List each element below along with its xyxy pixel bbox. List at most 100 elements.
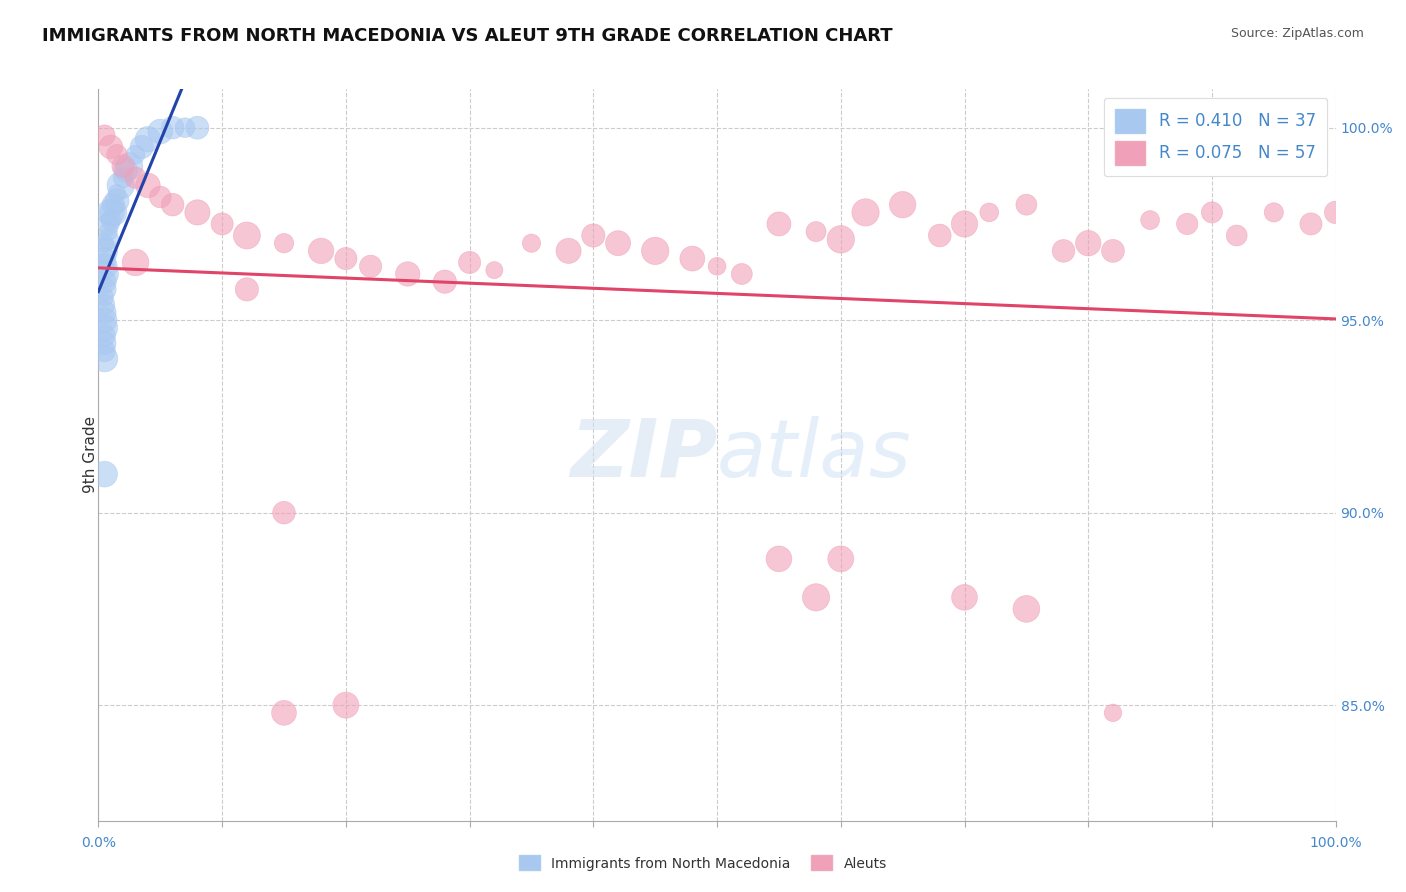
Point: [1201, 205, 1223, 219]
Point: [124, 147, 146, 161]
Point: [1175, 217, 1198, 231]
Point: [186, 120, 208, 135]
Point: [105, 147, 128, 161]
Point: [1015, 197, 1038, 211]
Point: [309, 244, 332, 258]
Point: [174, 120, 197, 135]
Point: [105, 194, 128, 208]
Point: [681, 252, 703, 266]
Point: [607, 236, 630, 251]
Point: [731, 267, 754, 281]
Point: [149, 124, 172, 138]
Point: [93, 351, 115, 366]
Point: [520, 236, 543, 251]
Point: [891, 197, 914, 211]
Point: [93, 282, 115, 296]
Point: [484, 263, 506, 277]
Point: [273, 506, 295, 520]
Text: 0.0%: 0.0%: [82, 836, 115, 850]
Point: [162, 120, 184, 135]
Point: [100, 213, 122, 227]
Point: [93, 328, 115, 343]
Point: [768, 217, 790, 231]
Point: [458, 255, 481, 269]
Point: [953, 591, 976, 605]
Point: [1139, 213, 1161, 227]
Point: [1077, 236, 1099, 251]
Point: [124, 255, 146, 269]
Point: [1015, 602, 1038, 616]
Point: [93, 275, 115, 289]
Point: [335, 698, 357, 713]
Point: [1263, 205, 1285, 219]
Text: 100.0%: 100.0%: [1309, 836, 1362, 850]
Y-axis label: 9th Grade: 9th Grade: [83, 417, 97, 493]
Point: [644, 244, 666, 258]
Point: [768, 552, 790, 566]
Point: [93, 343, 115, 358]
Point: [1299, 217, 1322, 231]
Point: [273, 706, 295, 720]
Point: [97, 217, 120, 231]
Point: [162, 197, 184, 211]
Point: [93, 260, 115, 274]
Point: [97, 225, 120, 239]
Point: [236, 228, 259, 243]
Point: [1226, 228, 1249, 243]
Point: [112, 170, 135, 185]
Point: [706, 260, 728, 274]
Point: [360, 260, 382, 274]
Point: [211, 217, 233, 231]
Point: [93, 313, 115, 327]
Point: [804, 225, 827, 239]
Point: [804, 591, 827, 605]
Text: ZIP: ZIP: [569, 416, 717, 494]
Point: [131, 140, 153, 154]
Point: [93, 305, 115, 319]
Point: [830, 232, 852, 246]
Point: [118, 159, 141, 173]
Point: [1052, 244, 1074, 258]
Text: atlas: atlas: [717, 416, 912, 494]
Point: [335, 252, 357, 266]
Point: [582, 228, 605, 243]
Point: [979, 205, 1001, 219]
Point: [273, 236, 295, 251]
Point: [103, 197, 125, 211]
Point: [105, 186, 128, 201]
Point: [100, 140, 122, 154]
Point: [830, 552, 852, 566]
Point: [114, 163, 136, 178]
Point: [103, 205, 125, 219]
Point: [93, 321, 115, 335]
Point: [93, 298, 115, 312]
Point: [855, 205, 877, 219]
Legend: Immigrants from North Macedonia, Aleuts: Immigrants from North Macedonia, Aleuts: [513, 850, 893, 876]
Point: [93, 252, 115, 266]
Point: [112, 159, 135, 173]
Point: [236, 282, 259, 296]
Point: [149, 190, 172, 204]
Point: [136, 178, 159, 193]
Point: [1102, 244, 1125, 258]
Point: [97, 232, 120, 246]
Point: [93, 236, 115, 251]
Point: [93, 244, 115, 258]
Point: [93, 290, 115, 304]
Point: [1324, 205, 1347, 219]
Point: [124, 170, 146, 185]
Point: [110, 178, 132, 193]
Point: [557, 244, 579, 258]
Point: [93, 336, 115, 351]
Point: [93, 267, 115, 281]
Text: IMMIGRANTS FROM NORTH MACEDONIA VS ALEUT 9TH GRADE CORRELATION CHART: IMMIGRANTS FROM NORTH MACEDONIA VS ALEUT…: [42, 27, 893, 45]
Point: [953, 217, 976, 231]
Point: [100, 205, 122, 219]
Point: [396, 267, 419, 281]
Text: Source: ZipAtlas.com: Source: ZipAtlas.com: [1230, 27, 1364, 40]
Point: [928, 228, 950, 243]
Point: [93, 128, 115, 143]
Point: [93, 467, 115, 482]
Point: [1102, 706, 1125, 720]
Point: [433, 275, 456, 289]
